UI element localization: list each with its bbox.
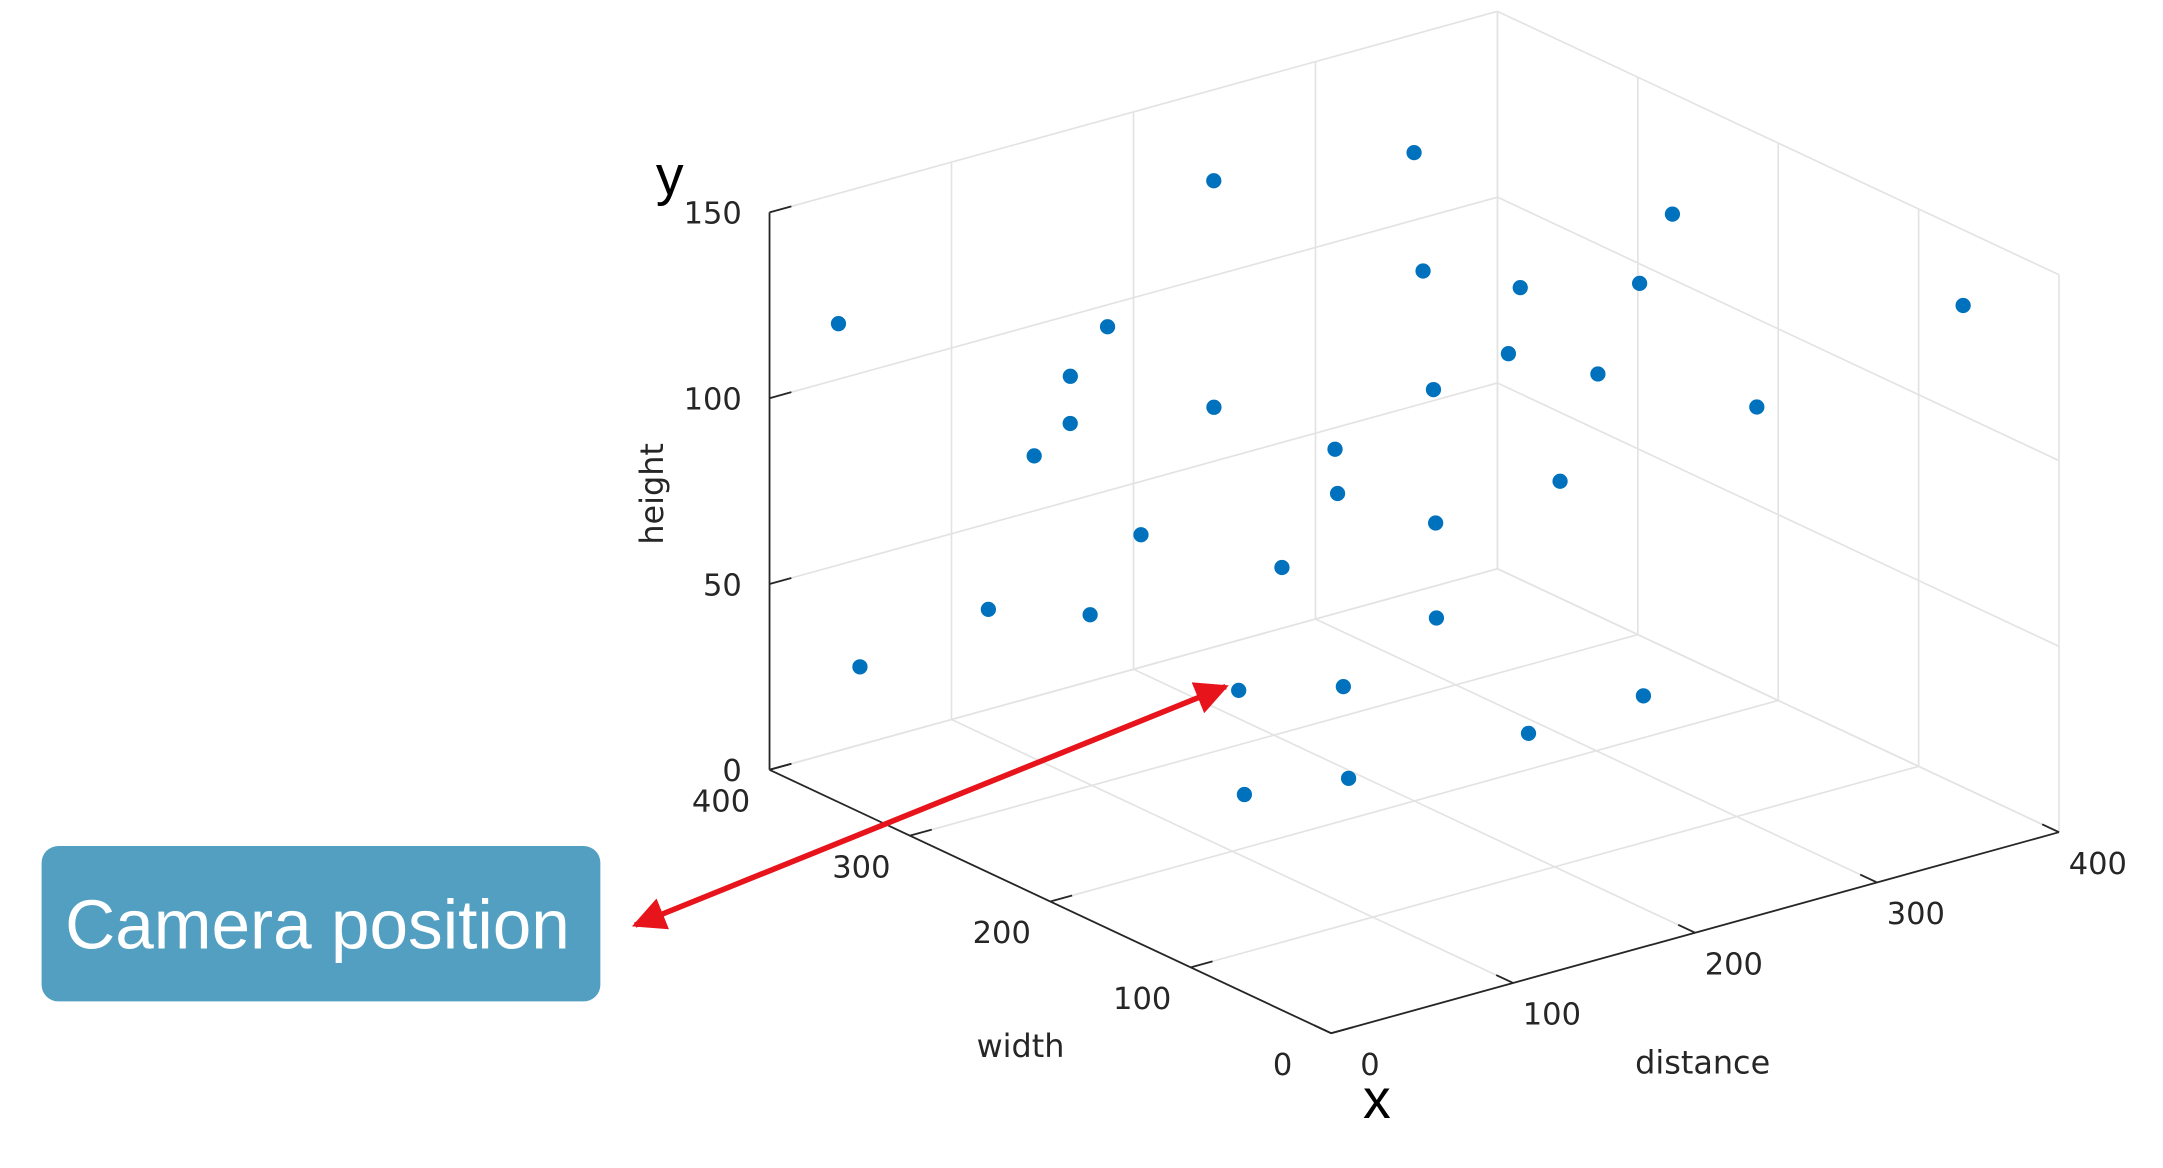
x-tick <box>1495 974 1514 984</box>
point <box>1406 145 1422 161</box>
point <box>1552 473 1568 489</box>
x-tick <box>2041 823 2060 834</box>
annotation-x: x <box>1363 1068 1391 1130</box>
grid-line <box>1497 382 2060 648</box>
z-tick-label: 0 <box>722 754 741 789</box>
point <box>1631 275 1648 292</box>
x-tick <box>1859 873 1878 884</box>
point <box>1062 368 1078 384</box>
grid-line <box>1050 699 1779 903</box>
x-tick-label: 200 <box>1705 947 1763 982</box>
y-tick-label: 400 <box>692 784 750 819</box>
point <box>1062 415 1078 432</box>
point <box>1082 607 1098 623</box>
y-tick <box>909 828 932 837</box>
x-axis-line <box>1330 831 2060 1035</box>
y-axis-line <box>769 768 1332 1035</box>
y-tick-label: 200 <box>973 916 1031 951</box>
point <box>1749 399 1765 415</box>
grid-line <box>769 196 1498 400</box>
point <box>1590 366 1606 382</box>
camera-arrow <box>631 682 1229 930</box>
grid-line <box>769 10 1498 214</box>
point <box>1026 448 1042 464</box>
point <box>1512 279 1528 296</box>
point <box>1329 485 1346 502</box>
y-axis-label: width <box>977 1027 1065 1065</box>
grid-line <box>1497 196 2060 462</box>
x-tick-label: 100 <box>1523 998 1581 1033</box>
point <box>1133 527 1149 543</box>
x-axis-label: distance <box>1635 1043 1770 1081</box>
z-tick <box>769 762 792 771</box>
z-axis-label: height <box>633 443 671 545</box>
point <box>1274 559 1290 576</box>
point <box>1428 610 1445 626</box>
camera-label: Camera position <box>65 886 570 964</box>
point <box>1635 688 1652 704</box>
point <box>1340 770 1357 786</box>
point <box>1231 682 1247 699</box>
point <box>1236 786 1253 803</box>
point <box>1415 263 1431 279</box>
z-tick <box>769 391 792 400</box>
x-tick-label: 400 <box>2069 847 2127 882</box>
point <box>1955 297 1971 314</box>
point <box>1520 725 1537 741</box>
point <box>1327 441 1343 457</box>
x-tick <box>1677 923 1696 934</box>
grid-line <box>1190 765 1919 969</box>
point <box>1664 206 1681 222</box>
point <box>1099 319 1116 335</box>
grid-line <box>1497 567 2060 833</box>
y-tick-label: 100 <box>1113 982 1171 1017</box>
x-tick-label: 300 <box>1887 897 1945 932</box>
point <box>1335 678 1351 695</box>
z-tick <box>769 205 792 214</box>
point <box>980 601 997 617</box>
point <box>1428 515 1444 531</box>
point <box>852 659 868 675</box>
grid-line <box>769 382 1498 585</box>
z-tick-label: 100 <box>684 382 742 417</box>
point <box>1206 173 1222 189</box>
y-tick <box>1050 894 1073 903</box>
point <box>1206 399 1222 415</box>
y-tick-label: 0 <box>1273 1048 1292 1083</box>
points <box>830 145 1971 803</box>
point <box>1425 381 1442 398</box>
grid <box>768 10 2060 1035</box>
z-tick-label: 50 <box>703 568 742 603</box>
camera-box <box>41 846 601 1002</box>
annotation-y: y <box>656 144 684 206</box>
grid-line <box>1497 10 2060 276</box>
y-tick <box>1190 960 1213 969</box>
x-tick-label: 0 <box>1360 1048 1379 1083</box>
z-tick-label: 150 <box>684 197 742 232</box>
point <box>830 316 847 332</box>
y-tick-label: 300 <box>832 850 890 885</box>
z-tick <box>769 577 792 585</box>
point <box>1500 346 1517 362</box>
